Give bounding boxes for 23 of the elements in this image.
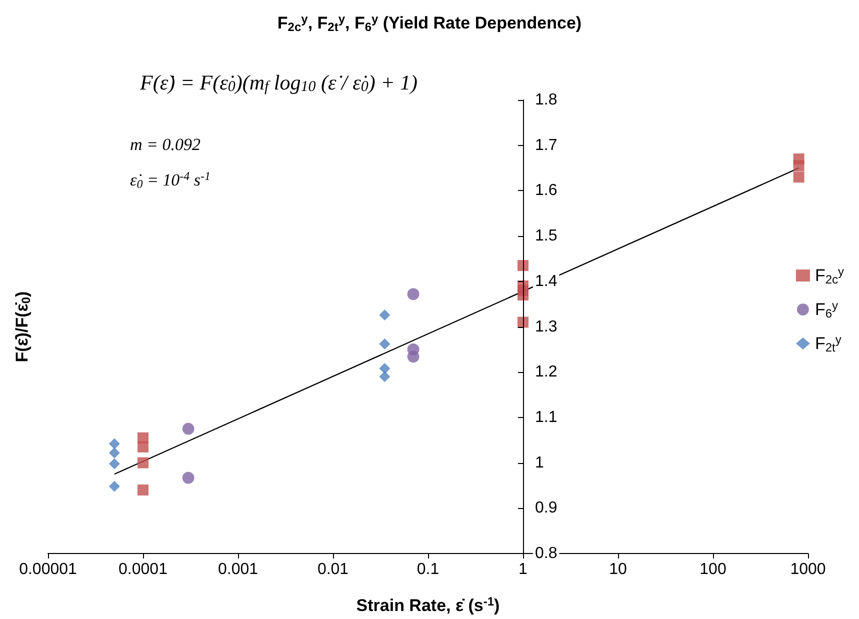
y-tick-label: 0.9	[535, 500, 558, 517]
y-axis-title: F(ε̇)/F(ε̇0)	[12, 291, 33, 362]
x-tick-label: 1	[518, 561, 528, 578]
x-tick-label: 0.1	[416, 561, 440, 578]
x-tick-label: 0.0001	[118, 561, 168, 578]
y-tick-label: 1.2	[535, 364, 558, 381]
y-tick-label: 1.3	[535, 318, 558, 336]
y-tick-label: 1	[535, 454, 544, 472]
y-tick-label: 0.8	[535, 545, 558, 562]
text: F(ε̇) = F(ε̇0)(mf log10 (ε̇ / ε̇0) + 1)	[140, 70, 418, 95]
x-tick-label: 1000	[790, 561, 826, 578]
y-tick-label: 1.7	[535, 136, 558, 154]
y-tick-label: 1.6	[535, 182, 558, 200]
y-tick-label: 1.1	[535, 408, 558, 426]
y-tick-label: 1.4	[535, 272, 558, 290]
y-tick-label: 1.8	[535, 92, 558, 108]
x-tick-label: 100	[700, 561, 726, 578]
x-tick-label: 0.001	[218, 561, 258, 578]
annotation: m = 0.092	[130, 135, 201, 154]
x-tick-label: 10	[609, 561, 627, 578]
y-tick-label: 1.5	[535, 228, 558, 245]
x-tick-label: 0.00001	[19, 561, 78, 578]
x-tick-label: 0.01	[317, 561, 349, 578]
